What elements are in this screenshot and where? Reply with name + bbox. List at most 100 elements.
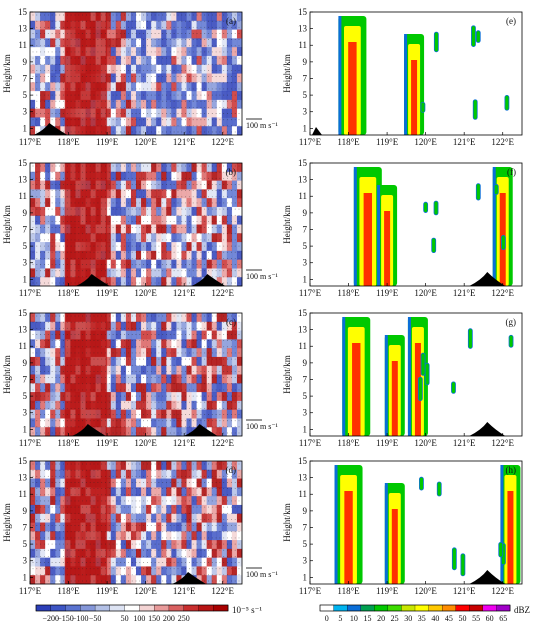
wind-vector	[36, 214, 38, 216]
field-cell	[236, 64, 243, 74]
wind-vector	[169, 420, 171, 422]
wind-vector	[173, 401, 175, 403]
wind-vector	[93, 315, 95, 317]
wind-vector	[97, 26, 99, 28]
field-cell	[105, 418, 112, 428]
field-cell	[60, 383, 66, 393]
wind-vector	[135, 340, 137, 342]
wind-vector	[120, 264, 122, 265]
field-cell	[231, 215, 238, 225]
wind-vector	[166, 33, 167, 34]
wind-vector	[66, 389, 68, 391]
wind-vector	[166, 245, 167, 247]
wind-vector	[47, 389, 49, 391]
wind-vector	[196, 63, 198, 65]
wind-vector	[101, 276, 103, 278]
wind-vector	[131, 39, 133, 41]
wind-vector	[93, 119, 95, 121]
wind-vector	[215, 106, 217, 108]
wind-vector	[158, 358, 160, 360]
wind-vector	[101, 401, 103, 403]
wind-vector	[47, 214, 49, 216]
wind-vector	[143, 407, 145, 409]
wind-vector	[166, 358, 167, 360]
wind-vector	[101, 233, 103, 235]
field-cell	[166, 348, 172, 358]
field-cell	[181, 189, 187, 199]
field-cell	[105, 330, 112, 340]
field-cell	[115, 29, 122, 39]
field-cell	[50, 418, 56, 428]
wind-vector	[150, 125, 152, 127]
wind-vector	[105, 389, 106, 391]
wind-vector	[143, 39, 145, 41]
field-cell	[196, 29, 202, 39]
field-cell	[141, 91, 147, 101]
field-cell	[196, 20, 202, 30]
field-cell	[236, 82, 243, 92]
wind-vector	[143, 264, 145, 265]
wind-vector	[131, 208, 133, 210]
wind-vector	[219, 276, 221, 278]
wind-vector	[208, 327, 209, 329]
field-cell	[236, 189, 243, 199]
wind-vector	[219, 190, 221, 192]
wind-vector	[188, 125, 190, 127]
field-cell	[186, 233, 192, 243]
wind-vector	[127, 33, 129, 34]
wind-vector	[82, 88, 84, 90]
wind-vector	[43, 196, 45, 198]
wind-vector	[154, 106, 156, 108]
wind-vector	[82, 106, 84, 108]
wind-vector	[108, 63, 110, 65]
field-cell	[115, 163, 122, 173]
wind-vector	[127, 177, 129, 179]
wind-vector	[223, 220, 225, 222]
wind-vector	[82, 383, 84, 385]
field-cell	[191, 409, 197, 419]
wind-vector	[101, 113, 103, 114]
wind-vector	[135, 414, 137, 415]
field-cell	[35, 268, 41, 278]
wind-vector	[192, 239, 194, 241]
wind-vector	[74, 321, 76, 323]
wind-vector	[166, 414, 167, 415]
wind-vector	[154, 227, 156, 229]
wind-vector	[162, 401, 164, 403]
wind-vector	[74, 76, 76, 78]
wind-vector	[223, 214, 225, 216]
field-cell	[201, 180, 207, 190]
wind-vector	[230, 20, 232, 22]
wind-vector	[78, 82, 80, 84]
wind-vector	[192, 420, 194, 422]
field-cell	[110, 91, 117, 101]
field-cell	[196, 117, 202, 127]
wind-vector	[154, 364, 156, 366]
wind-vector	[124, 389, 126, 391]
wind-vector	[51, 63, 53, 65]
field-cell	[50, 348, 56, 358]
wind-vector	[112, 282, 114, 284]
wind-vector	[162, 119, 164, 121]
field-cell	[45, 268, 51, 278]
wind-vector	[192, 370, 194, 372]
field-cell	[216, 91, 223, 101]
field-cell	[55, 321, 61, 331]
wind-vector	[158, 171, 160, 173]
field-cell	[146, 47, 152, 57]
wind-vector	[85, 88, 87, 90]
wind-vector	[85, 196, 87, 198]
field-cell	[136, 73, 142, 83]
wind-vector	[139, 26, 141, 28]
wind-vector	[101, 389, 103, 391]
field-cell	[226, 383, 233, 393]
wind-vector	[82, 69, 84, 71]
wind-vector	[188, 76, 190, 78]
wind-vector	[63, 220, 64, 222]
field-cell	[130, 418, 137, 428]
wind-vector	[200, 358, 202, 360]
wind-vector	[120, 340, 122, 342]
wind-vector	[204, 370, 206, 372]
wind-vector	[89, 202, 91, 204]
field-cell	[196, 91, 202, 101]
